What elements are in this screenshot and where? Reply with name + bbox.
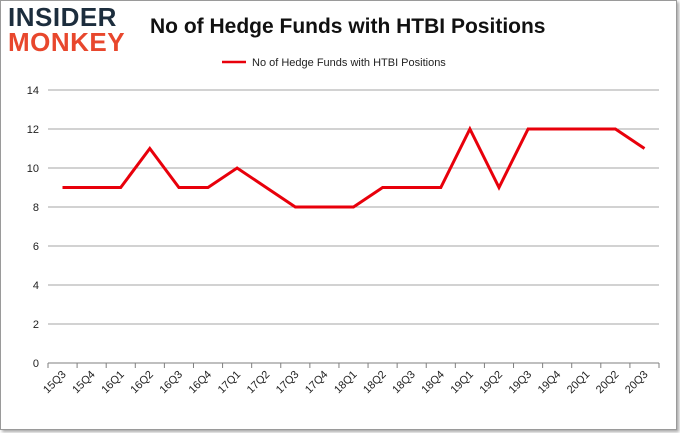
y-tick-label: 8	[33, 202, 39, 214]
chart-title: No of Hedge Funds with HTBI Positions	[150, 15, 546, 38]
x-tick-label: 17Q3	[274, 369, 302, 397]
x-tick-label: 16Q4	[187, 369, 215, 397]
x-tick-label: 20Q1	[565, 369, 593, 397]
legend: No of Hedge Funds with HTBI Positions	[222, 57, 446, 69]
x-tick-label: 15Q4	[70, 369, 98, 397]
x-tick-label: 16Q3	[158, 369, 186, 397]
x-tick-label: 19Q1	[448, 369, 476, 397]
y-tick-label: 2	[33, 319, 39, 331]
y-tick-label: 4	[33, 280, 39, 292]
y-tick-label: 12	[27, 124, 39, 136]
x-tick-label: 19Q3	[507, 369, 535, 397]
x-tick-label: 17Q2	[245, 369, 273, 397]
x-tick-label: 19Q2	[478, 369, 506, 397]
y-tick-label: 10	[27, 163, 39, 175]
x-tick-label: 18Q1	[332, 369, 360, 397]
y-tick-label: 14	[27, 85, 39, 97]
x-tick-label: 15Q3	[41, 369, 69, 397]
legend-label: No of Hedge Funds with HTBI Positions	[252, 57, 446, 69]
y-tick-label: 0	[33, 358, 39, 370]
insider-monkey-logo: INSIDER MONKEY	[8, 4, 133, 56]
x-tick-label: 19Q4	[536, 369, 564, 397]
y-tick-label: 6	[33, 241, 39, 253]
x-tick-label: 16Q2	[128, 369, 156, 397]
x-tick-label: 20Q3	[623, 369, 651, 397]
x-tick-label: 17Q1	[216, 369, 244, 397]
x-tick-label: 18Q3	[390, 369, 418, 397]
x-tick-label: 18Q2	[361, 369, 389, 397]
logo-line-2: MONKEY	[8, 27, 126, 57]
x-tick-label: 17Q4	[303, 369, 331, 397]
x-tick-label: 16Q1	[99, 369, 127, 397]
logo-line-1: INSIDER	[8, 2, 117, 32]
x-tick-label: 18Q4	[419, 369, 447, 397]
x-tick-label: 20Q2	[594, 369, 622, 397]
